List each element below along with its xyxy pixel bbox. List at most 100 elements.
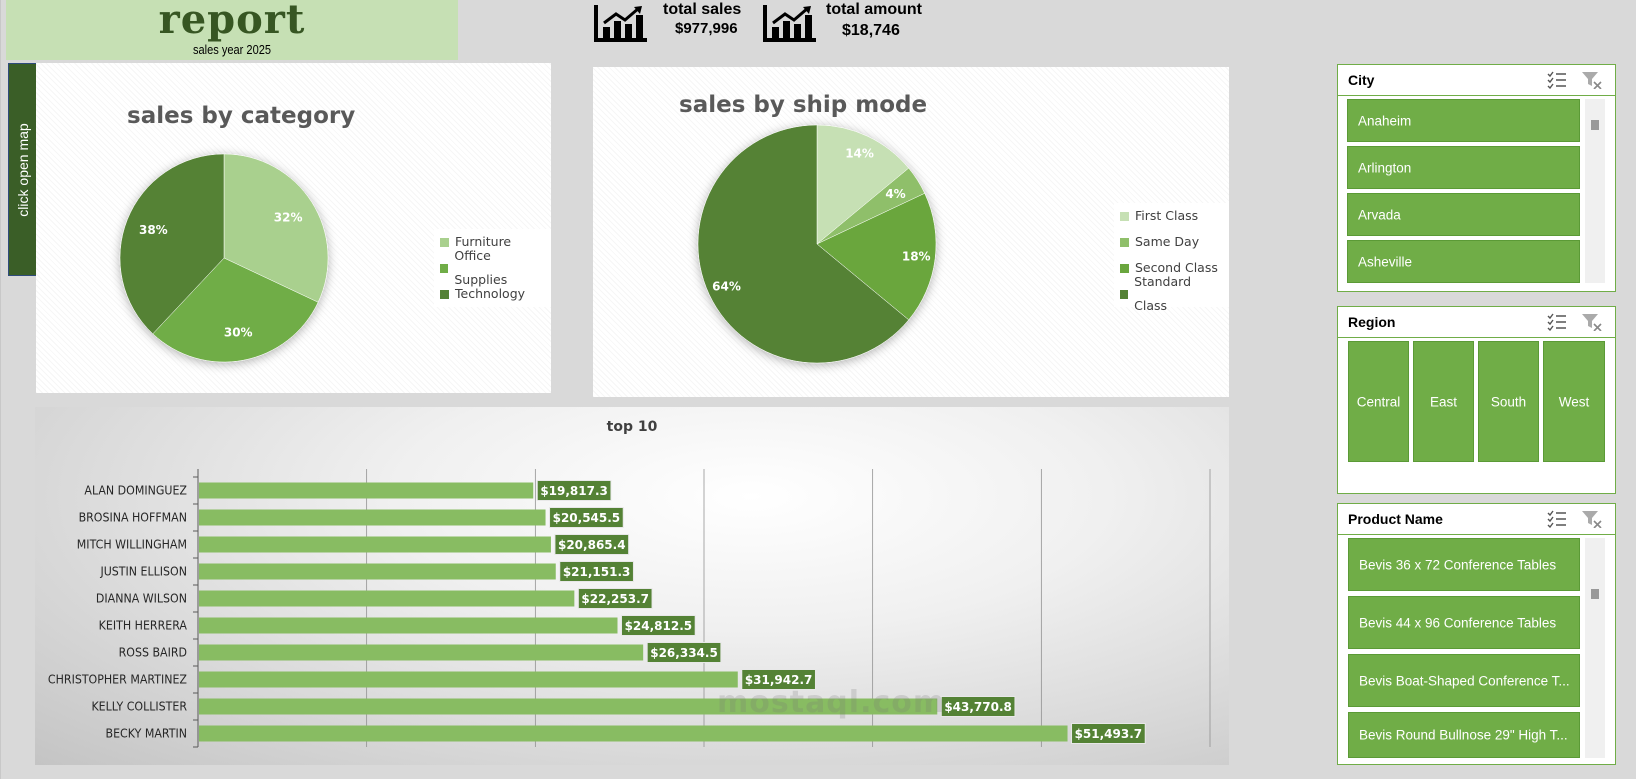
pie-data-label: 64% [712,280,741,294]
bar [199,563,556,580]
slicer-item-anaheim[interactable]: Anaheim [1347,99,1580,142]
clear-filter-icon[interactable] [1581,510,1603,528]
slicer-item-product-3[interactable]: Bevis Boat-Shaped Conference T... [1348,654,1580,707]
legend-swatch [440,263,449,273]
category-chart-title: sales by category [127,103,356,129]
legend-label: Second Class [1135,260,1218,275]
kpi-total-amount-label: total amount [826,1,922,18]
report-subtitle: sales year 2025 [192,42,272,57]
multi-select-icon[interactable] [1546,71,1568,89]
slicer-item-product-2[interactable]: Bevis 44 x 96 Conference Tables [1348,596,1580,649]
product-scrollbar[interactable] [1585,538,1605,758]
bar-chart-icon [763,5,816,42]
top10-chart-title: top 10 [606,419,658,435]
city-slicer-header: City [1338,65,1615,96]
pie-slice-office-supplies [152,257,319,363]
bar-value-label: $20,865.4 [558,538,626,552]
bar [199,617,618,634]
pie-data-label: 30% [224,326,253,340]
bar [199,509,546,526]
legend-item: Office Supplies [434,248,551,287]
bar-value-label: $21,151.3 [563,565,631,579]
legend-swatch [1120,237,1129,247]
legend-item: Technology [434,281,551,307]
slicer-item-east[interactable]: East [1413,341,1474,462]
bar-value-label-bg [559,561,634,582]
slicer-item-asheville[interactable]: Asheville [1347,240,1580,283]
slicer-item-product-4[interactable]: Bevis Round Bullnose 29" High T... [1348,712,1580,758]
slicer-item-arvada[interactable]: Arvada [1347,193,1580,236]
shipmode-legend: First Class Same Day Second Class Standa… [1114,203,1229,313]
clear-filter-icon[interactable] [1581,313,1603,331]
region-slicer-title: Region [1348,314,1396,330]
pie-data-label: 38% [139,223,168,237]
bar-value-label-bg [741,669,816,690]
category-chart-panel: sales by category 32% 30% 38% Furniture Of… [36,63,551,393]
legend-label: Standard Class [1134,274,1192,313]
legend-swatch [440,289,449,299]
bar-category-label: DIANNA WILSON [96,591,187,606]
bar-value-label: $19,817.3 [540,484,608,498]
scroll-thumb[interactable] [1591,120,1599,130]
slicer-item-label: East [1429,394,1457,409]
bar-value-label-bg [1071,723,1146,744]
city-slicer-title: City [1348,72,1375,88]
shipmode-chart-title: sales by ship mode [679,92,928,118]
city-scrollbar[interactable] [1585,99,1605,283]
bar-category-label: BROSINA HOFFMAN [79,510,187,525]
top10-chart-panel: top 10 ALAN DOMINGUEZ $19,817.3 BROSINA HO… [35,407,1229,765]
bar-category-label: ROSS BAIRD [119,645,187,660]
category-legend: Furniture Office Supplies Technology [434,229,551,307]
pie-slice-furniture [223,153,329,303]
scroll-thumb[interactable] [1591,589,1599,599]
kpi-total-sales-label: total sales [663,1,742,18]
slicer-item-label: South [1490,394,1527,409]
slicer-item-label: Bevis 44 x 96 Conference Tables [1359,615,1557,630]
region-slicer-header: Region [1338,307,1615,338]
legend-swatch [440,237,449,247]
watermark-text: mostaql.com [717,685,946,720]
slicer-item-product-1[interactable]: Bevis 36 x 72 Conference Tables [1348,538,1580,591]
bar-category-label: KEITH HERRERA [99,618,187,633]
bar-category-label: KELLY COLLISTER [91,699,187,714]
sheet-gridline [0,0,1,779]
pie-slice-second-class [816,192,937,321]
multi-select-icon[interactable] [1546,510,1568,528]
clear-filter-icon[interactable] [1581,71,1603,89]
slicer-item-label: Central [1356,394,1401,409]
open-map-label: click open map [14,122,31,217]
category-pie: 32% 30% 38% [119,153,329,363]
legend-label: Same Day [1135,234,1200,249]
pie-data-label: 14% [845,147,874,161]
city-slicer: City Anaheim Arlington Arvada Asheville [1337,64,1616,292]
bar-value-label-bg [646,642,722,663]
legend-label: Technology [455,286,526,301]
bar-value-label: $26,334.5 [650,646,718,660]
multi-select-icon[interactable] [1546,313,1568,331]
open-map-button[interactable]: click open map [8,63,37,276]
product-slicer-title: Product Name [1348,511,1443,527]
bar-value-label: $31,942.7 [745,673,813,687]
slicer-item-south[interactable]: South [1478,341,1539,462]
slicer-item-arlington[interactable]: Arlington [1347,146,1580,189]
report-title-box: report sales year 2025 [6,0,458,60]
pie-data-label: 18% [902,250,931,264]
slicer-item-label: Bevis Round Bullnose 29" High T... [1359,727,1568,743]
product-slicer-header: Product Name [1338,504,1615,535]
slicer-item-central[interactable]: Central [1348,341,1409,462]
slicer-item-label: Asheville [1358,254,1413,269]
legend-swatch [1120,211,1129,221]
bar-value-label-bg [621,615,696,636]
slicer-item-west[interactable]: West [1543,341,1605,462]
top10-bar-chart: ALAN DOMINGUEZ $19,817.3 BROSINA HOFFMAN $2… [48,469,1211,748]
bar [199,644,644,661]
bar-value-label: $43,770.8 [944,700,1012,714]
bar-category-label: CHRISTOPHER MARTINEZ [48,672,187,687]
slicer-item-label: Bevis 36 x 72 Conference Tables [1359,557,1557,572]
slicer-item-label: Bevis Boat-Shaped Conference T... [1359,673,1570,688]
shipmode-chart-panel: sales by ship mode 14% 4% 18% 64% First Cla… [593,67,1229,397]
legend-swatch [1120,289,1129,299]
pie-slice-first-class [816,124,910,245]
pie-slice-standard-class [697,124,910,364]
legend-item: Second Class [1114,255,1229,281]
